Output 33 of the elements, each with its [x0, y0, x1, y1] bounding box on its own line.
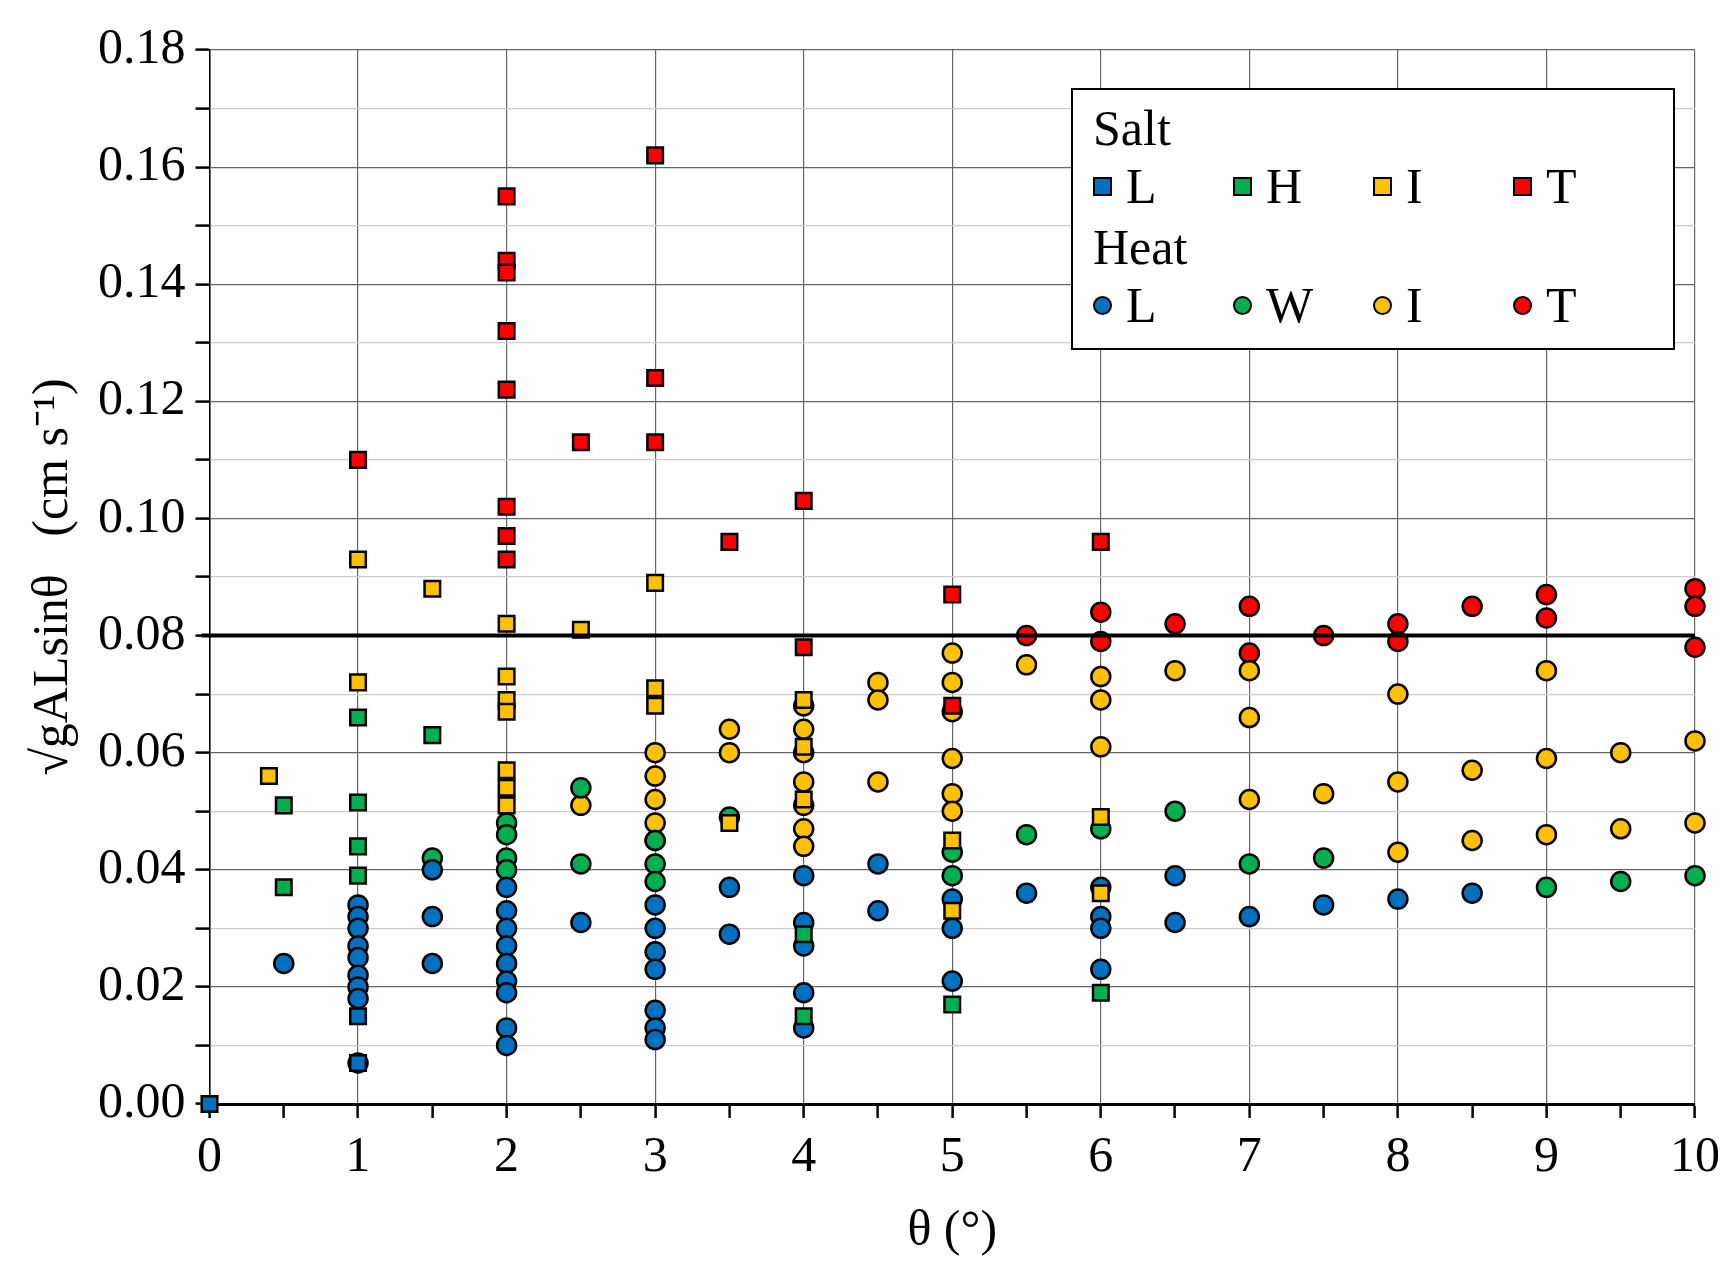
x-tick-label: 10 — [1670, 1126, 1720, 1183]
x-tick-label: 8 — [1385, 1126, 1411, 1183]
legend-label: T — [1546, 157, 1577, 215]
legend-label: L — [1126, 157, 1157, 215]
x-tick-label: 9 — [1533, 1126, 1559, 1183]
y-tick-label: 0.04 — [98, 837, 186, 894]
x-tick-label: 4 — [791, 1126, 817, 1183]
legend-label: L — [1126, 276, 1157, 334]
y-axis-title: √gALsinθ (cm s⁻¹) — [22, 378, 79, 776]
annotation: Heat — [1093, 219, 1189, 277]
y-tick-label: 0.00 — [98, 1072, 186, 1129]
x-tick-label: 2 — [494, 1126, 520, 1183]
y-tick-label: 0.02 — [98, 955, 186, 1012]
legend-label: I — [1406, 276, 1423, 334]
y-tick-label: 0.18 — [98, 18, 186, 75]
y-tick-label: 0.06 — [98, 720, 186, 777]
x-axis-title: θ (°) — [907, 1200, 998, 1257]
x-tick-label: 1 — [345, 1126, 371, 1183]
x-tick-label: 0 — [197, 1126, 222, 1183]
legend-label: T — [1546, 276, 1577, 334]
legend-label: I — [1406, 157, 1423, 215]
annotation: Salt — [1093, 100, 1172, 158]
y-tick-label: 0.12 — [98, 369, 186, 426]
x-tick-label: 7 — [1236, 1126, 1262, 1183]
y-tick-label: 0.08 — [98, 603, 186, 660]
legend-label: H — [1266, 157, 1303, 215]
x-tick-label: 3 — [642, 1126, 668, 1183]
y-tick-label: 0.16 — [98, 135, 186, 192]
legend-label: W — [1266, 276, 1314, 334]
x-tick-label: 6 — [1088, 1126, 1114, 1183]
y-tick-label: 0.14 — [98, 252, 186, 309]
x-tick-label: 5 — [939, 1126, 965, 1183]
y-tick-label: 0.10 — [98, 486, 186, 543]
